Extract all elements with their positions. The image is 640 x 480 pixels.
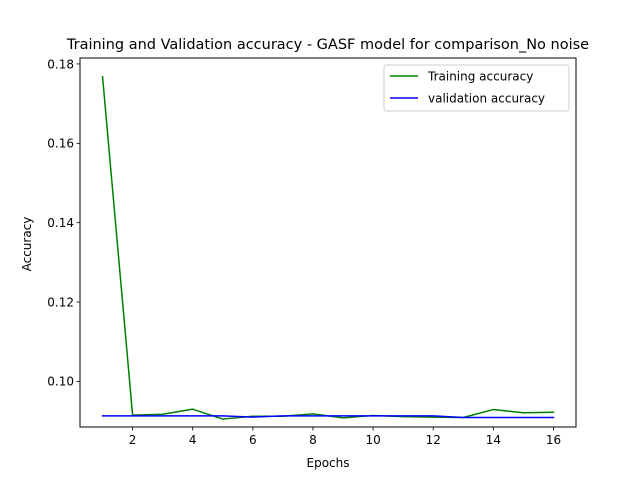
x-tick-label: 2 [129, 433, 137, 447]
y-axis-label: Accuracy [20, 217, 34, 272]
legend-box [383, 64, 570, 112]
x-tick-label: 4 [189, 433, 197, 447]
y-axis-ticks: 0.10 0.12 0.14 0.16 0.18 [47, 57, 80, 389]
legend-label-0: Training accuracy [427, 69, 533, 83]
x-tick-label: 14 [486, 433, 501, 447]
x-tick-label: 8 [309, 433, 317, 447]
legend-label-1: validation accuracy [428, 91, 545, 105]
y-tick-label: 0.18 [47, 57, 74, 71]
series-line-0 [101, 75, 555, 420]
x-tick-label: 16 [546, 433, 561, 447]
x-axis-ticks: 2 4 6 8 10 12 14 16 [129, 427, 561, 447]
series-line-1 [101, 415, 555, 419]
x-tick-label: 6 [249, 433, 257, 447]
plot-frame [79, 57, 577, 428]
y-tick-label: 0.14 [47, 216, 74, 230]
legend: Training accuracy validation accuracy [383, 64, 570, 112]
x-tick-label: 10 [365, 433, 380, 447]
y-tick-label: 0.16 [47, 137, 74, 151]
plot-lines [101, 75, 555, 420]
y-tick-label: 0.12 [47, 295, 74, 309]
chart-title: Training and Validation accuracy - GASF … [66, 37, 589, 53]
x-axis-label: Epochs [307, 456, 350, 470]
x-tick-label: 12 [426, 433, 441, 447]
y-tick-label: 0.10 [47, 375, 74, 389]
